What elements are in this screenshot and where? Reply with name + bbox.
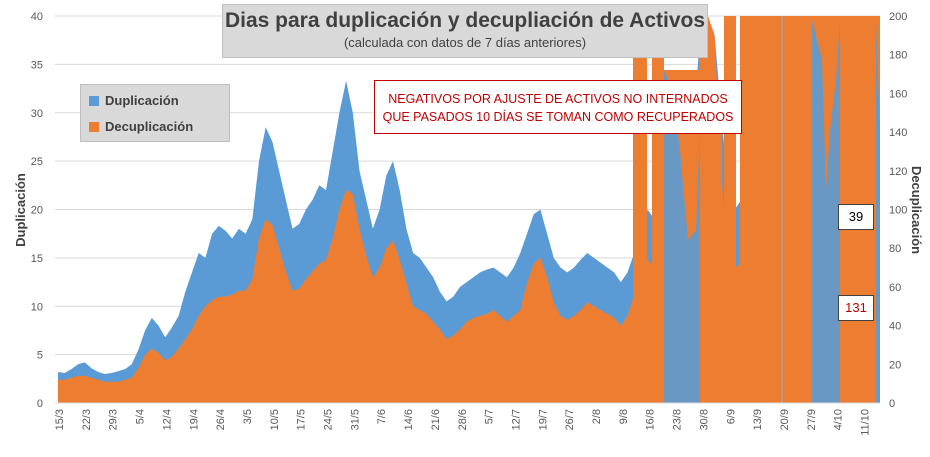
- x-tick-label: 29/3: [108, 409, 120, 430]
- x-tick-label: 6/9: [725, 409, 737, 424]
- chart-subtitle: (calculada con datos de 7 días anteriore…: [343, 35, 587, 50]
- x-tick-label: 11/10: [860, 409, 872, 436]
- y-right-tick-label: 200: [889, 11, 907, 23]
- y-left-tick-label: 15: [31, 253, 43, 265]
- chart-title: Dias para duplicación y decupliación de …: [224, 9, 706, 32]
- annotation-note: NEGATIVOS POR AJUSTE DE ACTIVOS NO INTER…: [374, 80, 742, 134]
- y-left-tick-label: 0: [37, 398, 43, 410]
- x-tick-label: 9/8: [618, 409, 630, 424]
- y-left-ticks: 0 5 10 15 20 25 30 35 40: [31, 11, 43, 410]
- x-tick-label: 2/8: [591, 409, 603, 424]
- x-tick-label: 14/6: [403, 409, 415, 430]
- x-tick-label: 15/3: [54, 409, 66, 430]
- y-left-tick-label: 35: [31, 59, 43, 71]
- legend-swatch-orange: [89, 122, 99, 132]
- x-tick-label: 27/9: [806, 409, 818, 430]
- series-duplicacion-offscale: [812, 20, 840, 403]
- y-right-tick-label: 80: [889, 243, 901, 255]
- y-right-axis-title: Decuplicación: [909, 166, 924, 254]
- value-label-duplicacion: 39: [838, 204, 874, 230]
- x-tick-label: 13/9: [752, 409, 764, 430]
- x-tick-label: 22/3: [81, 409, 93, 430]
- note-line-2: QUE PASADOS 10 DÍAS SE TOMAN COMO RECUPE…: [382, 110, 734, 124]
- x-tick-label: 31/5: [349, 409, 361, 430]
- legend-item-duplicacion: Duplicación: [89, 93, 179, 109]
- y-right-tick-label: 40: [889, 321, 901, 333]
- legend: Duplicación Decuplicación: [80, 84, 230, 142]
- y-left-tick-label: 25: [31, 156, 43, 168]
- value-label-decuplicacion: 131: [838, 295, 874, 321]
- y-left-tick-label: 10: [31, 301, 43, 313]
- series-decuplicacion-offscale: [700, 130, 722, 403]
- legend-label: Decuplicación: [105, 119, 194, 134]
- series-decuplicacion-offscale: [633, 16, 647, 403]
- y-right-tick-label: 0: [889, 398, 895, 410]
- x-tick-label: 5/7: [484, 409, 496, 424]
- y-right-tick-label: 180: [889, 50, 907, 62]
- x-tick-label: 4/10: [833, 409, 845, 430]
- x-tick-label: 19/4: [188, 409, 200, 430]
- x-tick-label: 26/7: [564, 409, 576, 430]
- x-tick-label: 3/5: [242, 409, 254, 424]
- y-right-ticks: 0 20 40 60 80 100 120 140 160 180 200: [889, 11, 907, 410]
- note-line-1: NEGATIVOS POR AJUSTE DE ACTIVOS NO INTER…: [388, 92, 728, 106]
- x-tick-label: 12/7: [510, 409, 522, 430]
- x-ticks: 15/3 22/3 29/3 5/4 12/4 19/4 26/4 3/5 10/5 17/5 24…: [54, 402, 880, 436]
- y-right-tick-label: 60: [889, 282, 901, 294]
- x-tick-label: 21/6: [430, 409, 442, 430]
- x-tick-label: 10/5: [269, 409, 281, 430]
- legend-item-decuplicacion: Decuplicación: [89, 119, 193, 135]
- x-tick-label: 5/4: [135, 409, 147, 424]
- x-tick-label: 26/4: [215, 409, 227, 430]
- x-tick-label: 17/5: [296, 409, 308, 430]
- y-right-tick-label: 20: [889, 359, 901, 371]
- x-tick-label: 12/4: [161, 409, 173, 430]
- x-tick-label: 30/8: [698, 409, 710, 430]
- x-tick-label: 20/9: [779, 409, 791, 430]
- y-left-tick-label: 40: [31, 11, 43, 23]
- y-left-axis-title: Duplicación: [13, 173, 28, 247]
- y-right-tick-label: 120: [889, 166, 907, 178]
- x-tick-label: 23/8: [672, 409, 684, 430]
- y-right-tick-label: 160: [889, 88, 907, 100]
- x-tick-label: 28/6: [457, 409, 469, 430]
- legend-label: Duplicación: [105, 93, 179, 108]
- x-tick-label: 7/6: [376, 409, 388, 424]
- y-left-tick-label: 30: [31, 108, 43, 120]
- x-tick-label: 24/5: [323, 409, 335, 430]
- series-duplicacion-offscale: [664, 70, 700, 403]
- legend-swatch-blue: [89, 96, 99, 106]
- x-tick-label: 19/7: [537, 409, 549, 430]
- series-decuplicacion-offscale: [724, 16, 736, 403]
- y-right-tick-label: 140: [889, 127, 907, 139]
- y-left-tick-label: 5: [37, 350, 43, 362]
- series-decuplicacion-offscale: [652, 16, 664, 403]
- chart-title-box: Dias para duplicación y decupliación de …: [222, 4, 708, 58]
- series-duplicacion-offscale: [876, 20, 880, 403]
- y-left-tick-label: 20: [31, 205, 43, 217]
- x-tick-label: 16/8: [645, 409, 657, 430]
- y-right-tick-label: 100: [889, 205, 907, 217]
